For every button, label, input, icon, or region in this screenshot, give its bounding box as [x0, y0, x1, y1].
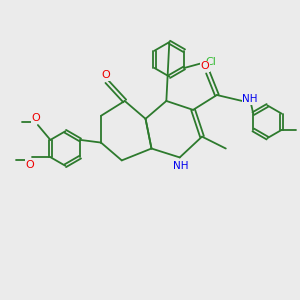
Text: O: O: [201, 61, 209, 71]
Text: NH: NH: [173, 161, 189, 171]
Text: O: O: [25, 160, 34, 170]
Text: O: O: [101, 70, 110, 80]
Text: NH: NH: [242, 94, 258, 104]
Text: O: O: [31, 112, 40, 123]
Text: Cl: Cl: [205, 57, 216, 67]
